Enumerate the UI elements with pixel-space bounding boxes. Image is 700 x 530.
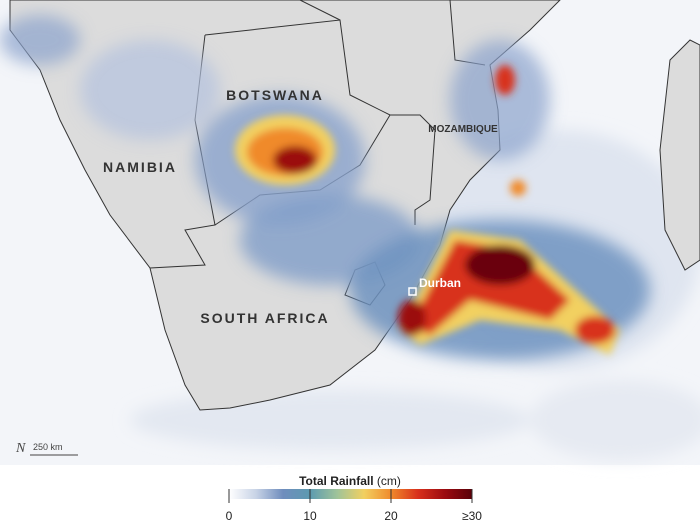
country-label: NAMIBIA [103,159,177,175]
country-label: MOZAMBIQUE [428,124,498,135]
legend: Total Rainfall (cm) 0 10 20 ≥30 [226,474,483,523]
madagascar [659,39,700,271]
colorbar-tick-label: 10 [303,509,317,523]
scale-label: 250 km [33,442,63,452]
colorbar-tick-label: ≥30 [462,509,482,523]
colorbar-tick-label: 20 [384,509,398,523]
legend-title-text: Total Rainfall [299,474,373,488]
map: BOTSWANA NAMIBIA MOZAMBIQUE SOUTH AFRICA… [0,0,700,465]
country-label: SOUTH AFRICA [200,310,329,326]
north-arrow: N [15,441,26,456]
city-label: Durban [419,276,461,290]
colorbar-tick-label: 0 [226,509,233,523]
legend-unit: (cm) [377,474,401,488]
legend-title: Total Rainfall (cm) [299,474,401,488]
rain-heavy [235,65,620,355]
colorbar [229,489,472,499]
country-label: BOTSWANA [226,87,324,103]
city-marker [408,287,417,296]
